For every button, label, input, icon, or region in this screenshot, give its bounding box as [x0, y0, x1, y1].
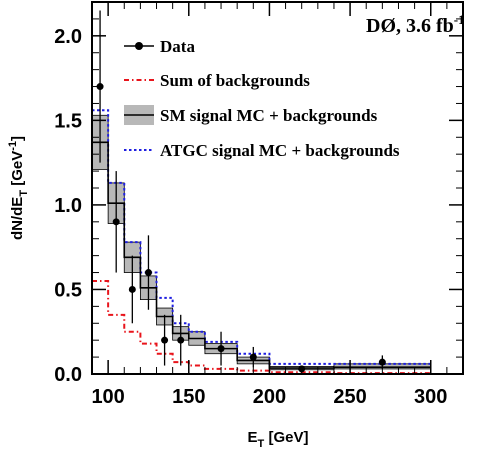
x-tick-label: 250 — [333, 386, 366, 408]
data-point — [128, 285, 136, 293]
data-point — [177, 336, 185, 344]
y-tick-label: 0.5 — [54, 279, 82, 301]
data-point — [112, 218, 120, 226]
axes: 100 150 200 250 300 0.0 0.5 1.0 1.5 2.0 — [54, 2, 464, 408]
legend: Data Sum of backgrounds SM signal MC + b… — [124, 37, 400, 160]
data-point — [96, 83, 104, 91]
y-tick-label: 1.5 — [54, 110, 82, 132]
annotation-main: DØ, 3.6 fb — [366, 15, 454, 37]
x-axis-title-rest: [GeV] — [264, 429, 308, 446]
x-tick-label: 200 — [253, 386, 286, 408]
y-axis-title: dN/dET [GeV-1] — [7, 136, 30, 240]
x-axis-title: ET [GeV] — [248, 429, 309, 450]
x-tick-label: 100 — [91, 386, 124, 408]
y-axis-title-sup: -1 — [7, 141, 19, 151]
legend-entry-sm-signal: SM signal MC + backgrounds — [124, 105, 378, 125]
legend-label-atgc-signal: ATGC signal MC + backgrounds — [160, 141, 400, 160]
data-point — [378, 358, 386, 366]
y-axis-title-sub: T — [18, 190, 30, 197]
plot-area — [91, 10, 432, 375]
data-point — [144, 269, 152, 277]
data-point — [161, 336, 169, 344]
y-axis-title-p3: ] — [9, 136, 26, 141]
legend-entry-atgc-signal: ATGC signal MC + backgrounds — [124, 141, 400, 160]
y-tick-label: 2.0 — [54, 26, 82, 48]
data-point — [249, 353, 257, 361]
legend-label-sm-signal: SM signal MC + backgrounds — [160, 106, 378, 125]
data-point — [217, 345, 225, 353]
legend-entry-data: Data — [124, 37, 195, 56]
x-tick-label: 150 — [172, 386, 205, 408]
experiment-annotation: DØ, 3.6 fb-1 — [366, 12, 465, 37]
x-tick-label: 300 — [414, 386, 447, 408]
x-axis-title-main: E — [248, 429, 258, 446]
y-axis-title-p1: dN/dE — [9, 197, 26, 240]
annotation-superscript: -1 — [454, 12, 465, 27]
y-axis-title-p2: [GeV — [9, 151, 26, 190]
legend-label-data: Data — [160, 37, 195, 56]
legend-data-marker — [135, 42, 143, 50]
legend-label-backgrounds: Sum of backgrounds — [160, 71, 310, 90]
plot-frame — [91, 1, 464, 375]
x-axis-title-sub: T — [258, 438, 265, 450]
y-tick-label: 1.0 — [54, 195, 82, 217]
sm-histogram — [92, 141, 431, 369]
legend-entry-backgrounds: Sum of backgrounds — [124, 71, 310, 90]
y-tick-label: 0.0 — [54, 364, 82, 386]
atgc-histogram — [92, 109, 431, 365]
